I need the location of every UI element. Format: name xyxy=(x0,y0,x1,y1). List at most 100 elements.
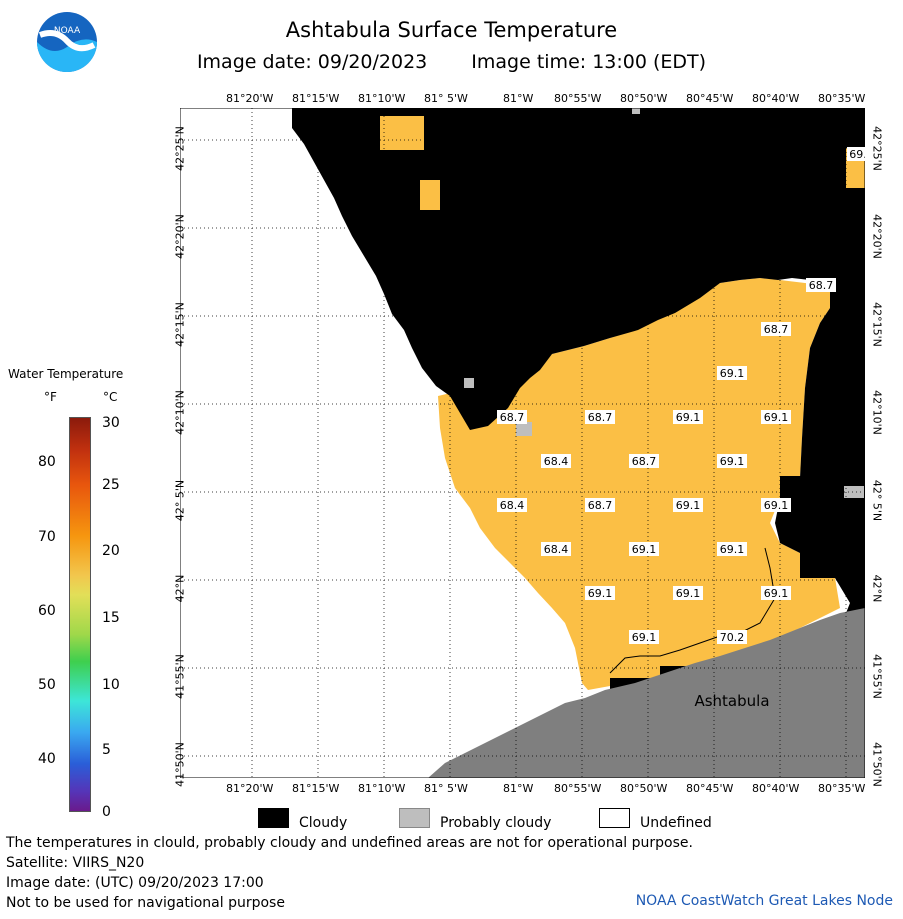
lon-label-top: 81°15'W xyxy=(292,92,340,105)
key-swatch-undefined xyxy=(599,808,630,828)
lat-label-left: 42° 5'N xyxy=(173,479,187,522)
temp-label: 69.1 xyxy=(761,410,791,424)
temp-label: 69. xyxy=(847,147,867,161)
temp-label-text: 68.7 xyxy=(764,323,789,336)
temp-label: 68.7 xyxy=(585,498,615,512)
image-datetime: Image date: 09/20/2023 Image time: 13:00 … xyxy=(0,51,903,73)
temp-label: 68.7 xyxy=(761,322,791,336)
lon-label-bottom: 81°W xyxy=(503,782,534,795)
lon-label-top: 81° 5'W xyxy=(424,92,468,105)
credit-text: NOAA CoastWatch Great Lakes Node xyxy=(635,893,893,909)
temp-label: 68.7 xyxy=(585,410,615,424)
temp-label-text: 68.4 xyxy=(544,543,569,556)
temp-label: 68.7 xyxy=(806,278,836,292)
noaa-logo: NOAA xyxy=(36,11,98,73)
key-label-cloudy: Cloudy xyxy=(299,815,348,831)
legend-c-tick: 30 xyxy=(102,415,120,431)
temp-label: 69.1 xyxy=(717,366,747,380)
lat-label-right: 41°50'N xyxy=(870,742,884,787)
lon-label-bottom: 80°45'W xyxy=(686,782,734,795)
place-label-ashtabula: Ashtabula xyxy=(694,692,769,710)
lon-label-top: 81°10'W xyxy=(358,92,406,105)
temp-label: 68.4 xyxy=(541,542,571,556)
temp-label-text: 68.7 xyxy=(632,455,657,468)
temp-label: 69.1 xyxy=(717,542,747,556)
lon-label-bottom: 81°15'W xyxy=(292,782,340,795)
temp-label: 69.1 xyxy=(761,586,791,600)
temp-label-text: 68.7 xyxy=(809,279,834,292)
temp-label-text: 69.1 xyxy=(632,631,657,644)
legend-f-tick: 60 xyxy=(38,603,56,619)
temp-label-text: 69.1 xyxy=(764,587,789,600)
logo-text: NOAA xyxy=(54,26,81,36)
legend-f-tick: 80 xyxy=(38,454,56,470)
land-area xyxy=(428,608,865,778)
temp-label: 68.7 xyxy=(629,454,659,468)
temp-label: 69.1 xyxy=(673,586,703,600)
lat-label-right: 42° 5'N xyxy=(870,479,884,522)
temp-label-text: 68.7 xyxy=(588,499,613,512)
lat-label-right: 42°20'N xyxy=(870,214,884,259)
temp-label-text: 68.7 xyxy=(500,411,525,424)
temp-label-text: 69.1 xyxy=(720,455,745,468)
lon-label-top: 81°20'W xyxy=(226,92,274,105)
lat-label-left: 42°25'N xyxy=(173,126,187,171)
lat-label-right: 42°15'N xyxy=(870,302,884,347)
temp-label-text: 69.1 xyxy=(720,367,745,380)
legend-unit-f: °F xyxy=(44,390,57,404)
temp-label-text: 69.1 xyxy=(764,411,789,424)
lat-label-right: 41°55'N xyxy=(870,654,884,699)
utc-date-text: Image date: (UTC) 09/20/2023 17:00 xyxy=(6,875,264,891)
legend-c-tick: 5 xyxy=(102,742,111,758)
legend-c-tick: 25 xyxy=(102,477,120,493)
temp-label: 69.1 xyxy=(629,630,659,644)
temp-label-text: 68.7 xyxy=(588,411,613,424)
temp-label-text: 68.4 xyxy=(544,455,569,468)
lat-label-left: 41°50'N xyxy=(173,742,187,787)
lon-label-bottom: 80°50'W xyxy=(620,782,668,795)
temp-label: 69.1 xyxy=(585,586,615,600)
temp-label-text: 69.1 xyxy=(632,543,657,556)
legend-c-tick: 0 xyxy=(102,804,111,820)
key-swatch-cloudy xyxy=(258,808,289,828)
nav-warning-text: Not to be used for navigational purpose xyxy=(6,895,285,911)
temperature-map: 69. 68.7 68.7 69.1 68.7 68.7 69.1 69.1 6… xyxy=(179,107,867,782)
lon-label-bottom: 80°40'W xyxy=(752,782,800,795)
temp-label-text: 69.1 xyxy=(588,587,613,600)
lat-label-right: 42°10'N xyxy=(870,390,884,435)
lon-label-top: 81°W xyxy=(503,92,534,105)
legend-c-tick: 10 xyxy=(102,677,120,693)
key-label-probably-cloudy: Probably cloudy xyxy=(440,815,552,831)
legend-f-tick: 40 xyxy=(38,751,56,767)
lon-label-top: 80°35'W xyxy=(818,92,866,105)
lon-label-bottom: 81°20'W xyxy=(226,782,274,795)
key-label-undefined: Undefined xyxy=(640,815,712,831)
lon-label-top: 80°40'W xyxy=(752,92,800,105)
lat-label-right: 42°N xyxy=(870,574,884,603)
disclaimer-text: The temperatures in clould, probably clo… xyxy=(6,835,693,851)
lon-label-top: 80°55'W xyxy=(554,92,602,105)
lon-label-bottom: 80°35'W xyxy=(818,782,866,795)
legend-f-tick: 50 xyxy=(38,677,56,693)
image-time: Image time: 13:00 (EDT) xyxy=(471,51,707,73)
lon-label-bottom: 81°10'W xyxy=(358,782,406,795)
lon-label-bottom: 81° 5'W xyxy=(424,782,468,795)
lon-label-top: 80°50'W xyxy=(620,92,668,105)
temp-label-text: 69. xyxy=(849,148,865,161)
page-title: Ashtabula Surface Temperature xyxy=(285,18,618,42)
lat-label-left: 42°15'N xyxy=(173,302,187,347)
temp-label: 68.4 xyxy=(497,498,527,512)
lon-label-bottom: 80°55'W xyxy=(554,782,602,795)
image-date: Image date: 09/20/2023 xyxy=(196,51,428,73)
cloud-cover-area xyxy=(292,108,865,728)
lon-label-top: 80°45'W xyxy=(686,92,734,105)
key-swatch-probably-cloudy xyxy=(399,808,430,828)
temp-label-text: 69.1 xyxy=(676,499,701,512)
temp-label: 69.1 xyxy=(717,454,747,468)
legend-c-tick: 15 xyxy=(102,610,120,626)
color-scale-bar xyxy=(69,417,91,812)
lat-label-left: 42°20'N xyxy=(173,214,187,259)
temp-label: 68.4 xyxy=(541,454,571,468)
temp-label: 68.7 xyxy=(497,410,527,424)
legend-unit-c: °C xyxy=(103,390,118,404)
